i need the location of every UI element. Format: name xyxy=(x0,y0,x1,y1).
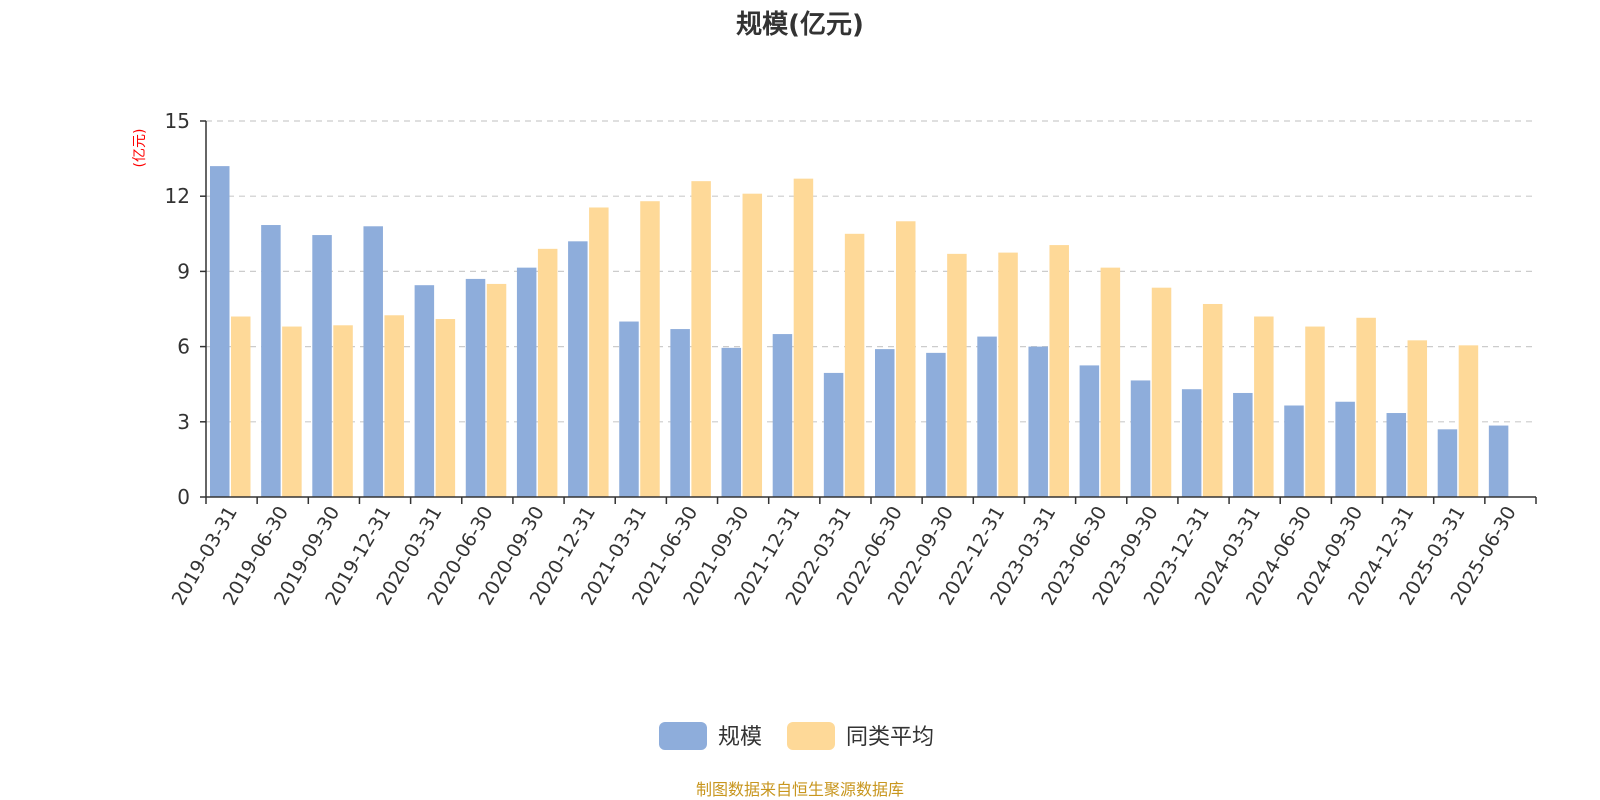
bar-peer-average[interactable] xyxy=(231,316,251,497)
bar-scale[interactable] xyxy=(1130,380,1151,497)
y-tick-label: 6 xyxy=(177,335,190,359)
bar-scale[interactable] xyxy=(414,285,435,497)
bar-peer-average[interactable] xyxy=(1254,316,1274,497)
bar-scale[interactable] xyxy=(1079,365,1100,497)
bar-peer-average[interactable] xyxy=(844,233,865,498)
bar-peer-average[interactable] xyxy=(896,221,916,497)
bar-peer-average[interactable] xyxy=(282,326,302,497)
bar-peer-average[interactable] xyxy=(1356,317,1376,497)
legend-item-0[interactable]: 规模 xyxy=(659,722,762,750)
bars xyxy=(210,166,1509,498)
bar-peer-average[interactable] xyxy=(691,181,711,497)
y-tick-label: 15 xyxy=(165,109,190,133)
bar-peer-average[interactable] xyxy=(333,325,353,497)
bar-scale[interactable] xyxy=(312,235,332,497)
bar-scale[interactable] xyxy=(1284,405,1304,497)
y-tick-label: 3 xyxy=(177,410,190,434)
bar-scale[interactable] xyxy=(875,349,895,497)
bar-peer-average[interactable] xyxy=(435,319,456,497)
bar-peer-average[interactable] xyxy=(1202,303,1223,497)
y-tick-label: 9 xyxy=(177,259,190,283)
bar-scale[interactable] xyxy=(1028,346,1048,497)
legend-label-0[interactable]: 规模 xyxy=(718,725,762,750)
bar-scale[interactable] xyxy=(1181,389,1202,497)
legend[interactable]: 规模 同类平均 xyxy=(659,722,934,750)
legend-swatch-1[interactable] xyxy=(787,722,835,750)
bar-scale[interactable] xyxy=(670,329,690,497)
bar-scale[interactable] xyxy=(977,336,997,497)
bar-peer-average[interactable] xyxy=(384,315,404,497)
bar-peer-average[interactable] xyxy=(1305,326,1325,497)
bar-scale[interactable] xyxy=(210,166,230,497)
y-tick-labels: 0 3 6 9 12 15 xyxy=(165,109,190,509)
bar-peer-average[interactable] xyxy=(486,283,507,497)
x-tick-labels: 2019-03-312019-06-302019-09-302019-12-31… xyxy=(168,502,1521,609)
bar-scale[interactable] xyxy=(516,267,537,497)
bar-peer-average[interactable] xyxy=(1049,245,1069,497)
chart-title: 规模(亿元) xyxy=(736,10,864,40)
bar-scale[interactable] xyxy=(1488,425,1509,497)
source-note: 制图数据来自恒生聚源数据库 xyxy=(696,780,904,799)
bar-peer-average[interactable] xyxy=(947,253,967,497)
bar-scale[interactable] xyxy=(1335,401,1355,497)
y-tick-label: 0 xyxy=(177,485,190,509)
bar-scale[interactable] xyxy=(1386,413,1407,497)
y-axis-unit-label: (亿元) xyxy=(132,129,148,168)
bar-scale[interactable] xyxy=(721,347,742,497)
legend-label-1[interactable]: 同类平均 xyxy=(846,725,934,750)
bar-scale[interactable] xyxy=(823,372,844,497)
bar-peer-average[interactable] xyxy=(640,201,660,498)
bar-scale[interactable] xyxy=(619,321,639,497)
grid-lines xyxy=(206,120,1536,423)
bar-scale[interactable] xyxy=(772,334,793,497)
legend-swatch-0[interactable] xyxy=(659,722,707,750)
bar-scale[interactable] xyxy=(926,352,946,497)
bar-peer-average[interactable] xyxy=(1458,345,1479,497)
y-tick-label: 12 xyxy=(165,184,190,208)
bar-scale[interactable] xyxy=(363,226,383,497)
bar-scale[interactable] xyxy=(1233,392,1253,497)
bar-peer-average[interactable] xyxy=(998,252,1018,497)
bar-scale[interactable] xyxy=(1437,429,1458,497)
bar-scale[interactable] xyxy=(261,225,281,497)
bar-scale[interactable] xyxy=(568,241,588,497)
bar-scale[interactable] xyxy=(465,278,486,497)
bar-peer-average[interactable] xyxy=(537,248,558,497)
bar-peer-average[interactable] xyxy=(589,207,609,498)
bar-peer-average[interactable] xyxy=(1100,267,1121,497)
bar-peer-average[interactable] xyxy=(793,178,814,498)
axes xyxy=(200,120,1537,504)
legend-item-1[interactable]: 同类平均 xyxy=(787,722,934,750)
bar-peer-average[interactable] xyxy=(742,193,763,497)
bar-peer-average[interactable] xyxy=(1151,287,1172,497)
bar-peer-average[interactable] xyxy=(1407,340,1428,497)
